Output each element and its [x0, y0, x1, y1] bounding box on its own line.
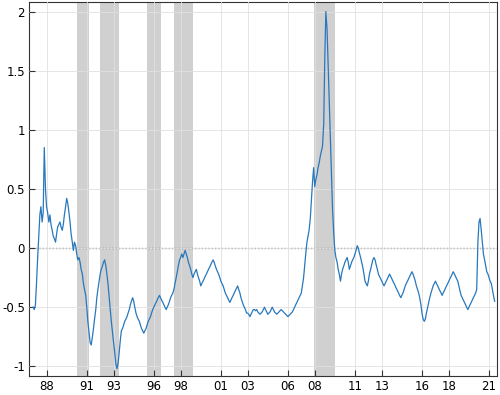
- Bar: [76, 2, 89, 376]
- Bar: [174, 2, 193, 376]
- Bar: [147, 2, 160, 376]
- Bar: [100, 2, 119, 376]
- Bar: [314, 2, 335, 376]
